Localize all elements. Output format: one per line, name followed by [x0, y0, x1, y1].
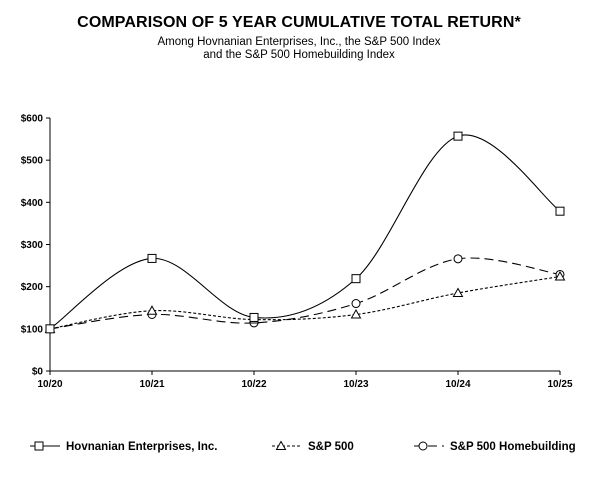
legend-label: S&P 500	[308, 441, 354, 453]
data-point-triangle	[146, 305, 158, 315]
x-tick-label: 10/21	[139, 379, 164, 390]
y-tick-label: $100	[21, 324, 44, 335]
legend-marker-circle	[418, 441, 428, 451]
legend-marker-triangle	[275, 440, 287, 450]
data-point-circle	[453, 254, 463, 264]
data-point-triangle	[452, 287, 464, 297]
x-tick-label: 10/20	[37, 379, 62, 390]
y-tick-label: $600	[21, 114, 44, 125]
x-tick-label: 10/22	[241, 379, 266, 390]
series-markers	[44, 131, 566, 334]
series-line-triangle	[49, 276, 561, 330]
data-point-square	[147, 253, 157, 263]
x-tick-label: 10/24	[445, 379, 470, 390]
data-point-square	[453, 131, 463, 141]
y-tick-label: $0	[32, 367, 44, 378]
series-lines	[49, 134, 561, 330]
legend-label: S&P 500 Homebuilding	[450, 441, 576, 453]
legend: Hovnanian Enterprises, Inc. S&P 500 S&P 50…	[30, 440, 576, 453]
x-tick-label: 10/25	[547, 379, 572, 390]
data-point-triangle	[350, 308, 362, 319]
chart-title: COMPARISON OF 5 YEAR CUMULATIVE TOTAL RE…	[77, 14, 521, 31]
data-point-square	[555, 206, 565, 216]
series-line-square	[49, 134, 561, 330]
chart-subtitle-line-1: Among Hovnanian Enterprises, Inc., the S…	[157, 36, 441, 48]
y-tick-label: $200	[21, 282, 44, 293]
data-point-square	[249, 312, 259, 322]
legend-label: Hovnanian Enterprises, Inc.	[66, 441, 217, 453]
y-tick-label: $500	[21, 156, 44, 167]
x-tick-label: 10/23	[343, 379, 368, 390]
y-tick-label: $400	[21, 198, 44, 209]
legend-marker-square	[34, 441, 44, 451]
data-point-square	[45, 324, 55, 334]
data-point-circle	[351, 299, 361, 309]
y-tick-label: $300	[21, 240, 44, 251]
axes: $0 $100 $200 $300 $400 $500 $600 10/20 10/21 10/2…	[21, 114, 573, 391]
series-line-circle	[49, 257, 561, 330]
data-point-square	[351, 274, 361, 284]
data-point-triangle	[554, 271, 566, 281]
chart-subtitle-line-2: and the S&P 500 Homebuilding Index	[203, 49, 395, 61]
